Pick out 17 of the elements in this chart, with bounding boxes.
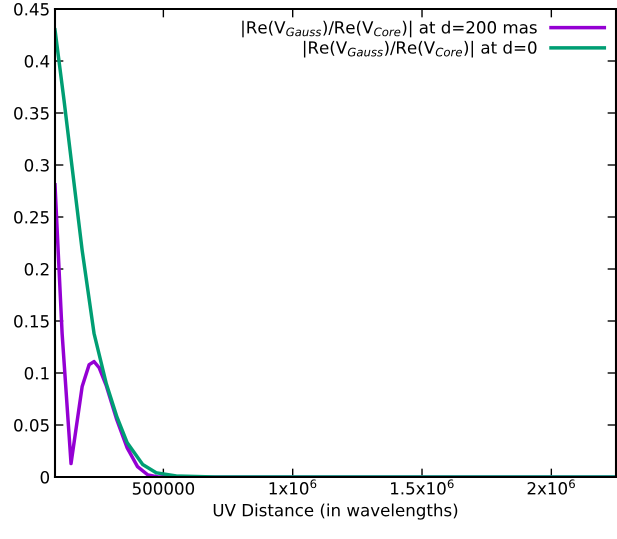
y-tick-label: 0.2	[24, 262, 48, 276]
x-tick-label: 1.5x10$^{6}$	[391, 479, 454, 495]
y-tick-label: 0.1	[24, 366, 49, 380]
legend-label: |Re(V$_{Gauss}$)/Re(V$_{Core}$)| at d=200 mas	[242, 20, 537, 38]
x-axis-title: UV Distance (in wavelengths)	[214, 504, 458, 520]
y-tick-label: 0.15	[14, 314, 49, 328]
y-tick-label: 0.05	[14, 418, 49, 432]
y-tick-label: 0.4	[24, 54, 50, 68]
x-tick-label: 1x10$^{6}$	[270, 479, 316, 495]
y-tick-label: 0.45	[14, 2, 49, 16]
y-tick-label: 0.35	[14, 106, 49, 120]
legend-label: |Re(V$_{Gauss}$)/Re(V$_{Core}$)| at d=0	[304, 40, 536, 58]
y-tick-label: 0	[40, 470, 50, 484]
x-tick-label: 500000	[132, 482, 194, 495]
y-tick-label: 0.25	[14, 210, 49, 224]
x-tick-label: 2x10$^{6}$	[528, 479, 575, 495]
y-tick-label: 0.3	[24, 158, 49, 172]
